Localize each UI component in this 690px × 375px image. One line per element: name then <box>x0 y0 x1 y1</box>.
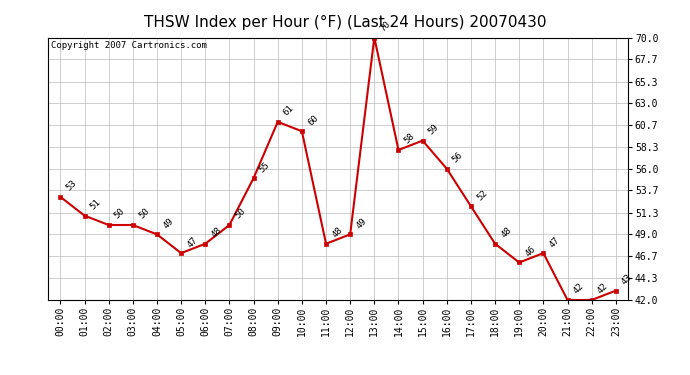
Text: 61: 61 <box>282 104 296 118</box>
Text: 48: 48 <box>331 226 344 240</box>
Text: THSW Index per Hour (°F) (Last 24 Hours) 20070430: THSW Index per Hour (°F) (Last 24 Hours)… <box>144 15 546 30</box>
Text: 59: 59 <box>427 123 441 136</box>
Text: 46: 46 <box>524 244 538 258</box>
Text: 50: 50 <box>234 207 248 221</box>
Text: 51: 51 <box>89 198 103 211</box>
Text: 60: 60 <box>306 113 320 127</box>
Text: 58: 58 <box>403 132 417 146</box>
Text: 50: 50 <box>137 207 151 221</box>
Text: 53: 53 <box>65 179 79 193</box>
Text: 49: 49 <box>161 216 175 230</box>
Text: Copyright 2007 Cartronics.com: Copyright 2007 Cartronics.com <box>51 42 207 51</box>
Text: 42: 42 <box>596 282 610 296</box>
Text: 49: 49 <box>355 216 368 230</box>
Text: 55: 55 <box>258 160 272 174</box>
Text: 50: 50 <box>113 207 127 221</box>
Text: 56: 56 <box>451 151 465 165</box>
Text: 43: 43 <box>620 273 634 286</box>
Text: 47: 47 <box>186 235 199 249</box>
Text: 70: 70 <box>379 20 393 33</box>
Text: 48: 48 <box>210 226 224 240</box>
Text: 47: 47 <box>548 235 562 249</box>
Text: 42: 42 <box>572 282 586 296</box>
Text: 52: 52 <box>475 188 489 202</box>
Text: 48: 48 <box>500 226 513 240</box>
